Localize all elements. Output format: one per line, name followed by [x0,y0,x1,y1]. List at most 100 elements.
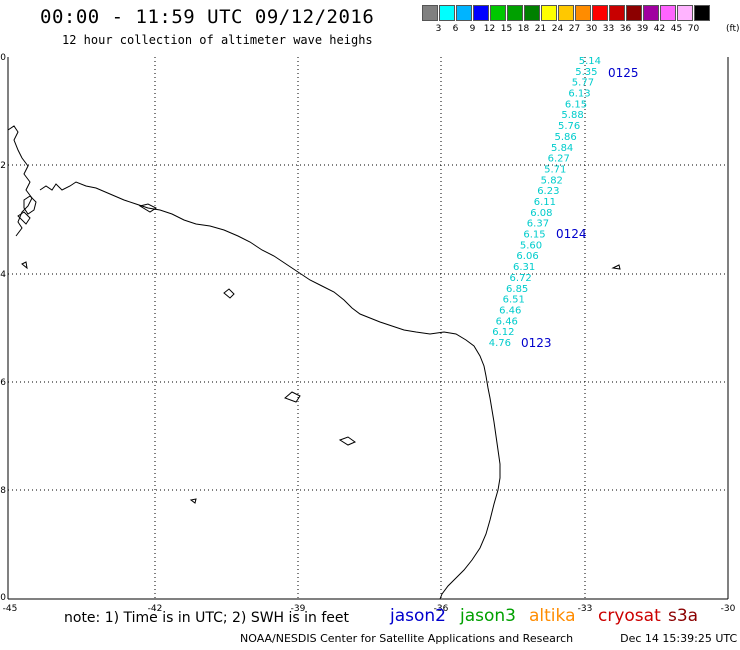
graticule [8,57,728,599]
coastline-detail [17,195,157,225]
lat-label: -4 [0,270,6,280]
swh-label: 5.82 [541,175,563,186]
lon-label: -42 [148,604,163,614]
credit-agency: NOAA/NESDIS Center for Satellite Applica… [240,632,574,645]
swh-label: 6.15 [565,99,587,110]
swh-label: 6.27 [548,154,570,165]
swh-label: 6.11 [534,197,556,208]
swh-label: 6.23 [537,186,559,197]
swh-label: 6.13 [568,89,590,100]
scale-swatch [558,5,574,21]
swh-label: 6.85 [506,284,528,295]
footer-credit: NOAA/NESDIS Center for Satellite Applica… [240,632,740,645]
island-small-1 [223,288,235,299]
island-small-3 [338,436,357,446]
swh-label: 5.35 [575,67,597,78]
lon-label: -39 [291,604,306,614]
scale-label: 33 [602,24,615,34]
scale-swatch [456,5,472,21]
swh-label: 5.71 [544,164,566,175]
scale-swatch [626,5,642,21]
scale-swatch [643,5,659,21]
scale-label: 15 [500,24,513,34]
swh-label: 6.51 [503,295,525,306]
scale-swatch [677,5,693,21]
scale-label: 3 [435,24,442,34]
color-scale: 3 6 9 12 15 18 21 24 27 30 33 36 39 42 45 70 [422,5,711,34]
swh-label: 5.84 [551,143,573,154]
swh-label: 6.15 [523,230,545,241]
coastline [7,125,501,600]
lon-label: -45 [3,604,18,614]
scale-swatch [422,5,438,21]
legend-altika: altika [529,606,576,626]
scale-swatch [507,5,523,21]
scale-swatch [575,5,591,21]
legend-jason3: jason3 [460,606,516,626]
time-labels: 0125 0124 0123 [521,66,639,350]
axis-labels: -45 -42 -39 -36 -33 -30 0 -2 -4 -6 -8 -10 [0,53,736,614]
scale-swatch [439,5,455,21]
lon-label: -33 [578,604,593,614]
scale-label: 24 [551,24,564,34]
scale-swatch [541,5,557,21]
island-small-4 [21,261,28,270]
scale-label: 12 [483,24,496,34]
swh-label: 6.46 [499,305,521,316]
scale-swatch [694,5,710,21]
lat-label: -6 [0,378,6,388]
island-small-2 [284,391,301,403]
island-small-6 [189,498,197,504]
track-labels: 5.145.355.776.136.155.885.765.865.846.27… [489,56,601,349]
scale-label: 45 [670,24,683,34]
pass-time-label: 0123 [521,336,552,350]
lat-label: -8 [0,486,6,496]
legend-cryosat: cryosat [598,606,661,626]
swh-label: 6.46 [496,316,518,327]
color-scale-swatches [422,5,711,21]
scale-label: 42 [653,24,666,34]
pass-time-label: 0125 [608,66,639,80]
scale-swatch [490,5,506,21]
lat-label: -2 [0,161,6,171]
swh-label: 5.86 [555,132,577,143]
swh-label: 6.06 [516,251,538,262]
lon-label: -36 [434,604,449,614]
swh-label: 6.12 [492,327,514,338]
scale-swatch [473,5,489,21]
swh-label: 6.31 [513,262,535,273]
credit-timestamp: Dec 14 15:39:25 UTC 2016 [620,632,740,645]
swh-label: 6.08 [530,208,552,219]
swh-label: 5.60 [520,240,542,251]
map-subtitle: 12 hour collection of altimeter wave hei… [62,33,373,47]
scale-label: 70 [687,24,700,34]
scale-label: 30 [585,24,598,34]
scale-swatch [660,5,676,21]
lon-label: -30 [721,604,736,614]
scale-label: 18 [517,24,530,34]
swh-label: 4.76 [489,338,511,349]
legend-jason2: jason2 [390,606,446,626]
legend-s3a: s3a [668,606,699,626]
footer-note: note: 1) Time is in UTC; 2) SWH is in fe… [64,610,350,626]
lat-label: -10 [0,593,6,603]
swh-label: 5.77 [572,78,594,89]
swh-label: 6.37 [527,219,549,230]
swh-label: 6.72 [510,273,532,284]
color-scale-labels: 3 6 9 12 15 18 21 24 27 30 33 36 39 42 45 70 [422,24,711,34]
scale-label: 39 [636,24,649,34]
scale-label: 27 [568,24,581,34]
map-title: 00:00 - 11:59 UTC 09/12/2016 [40,6,375,28]
island-small-5 [611,264,621,270]
scale-label: 6 [452,24,459,34]
scale-label: 9 [469,24,476,34]
scale-label: 36 [619,24,632,34]
scale-label: 21 [534,24,547,34]
scale-swatch [524,5,540,21]
pass-time-label: 0124 [556,227,587,241]
swh-label: 5.14 [579,56,601,67]
swh-label: 5.88 [561,110,583,121]
scale-swatch [592,5,608,21]
scale-swatch [609,5,625,21]
